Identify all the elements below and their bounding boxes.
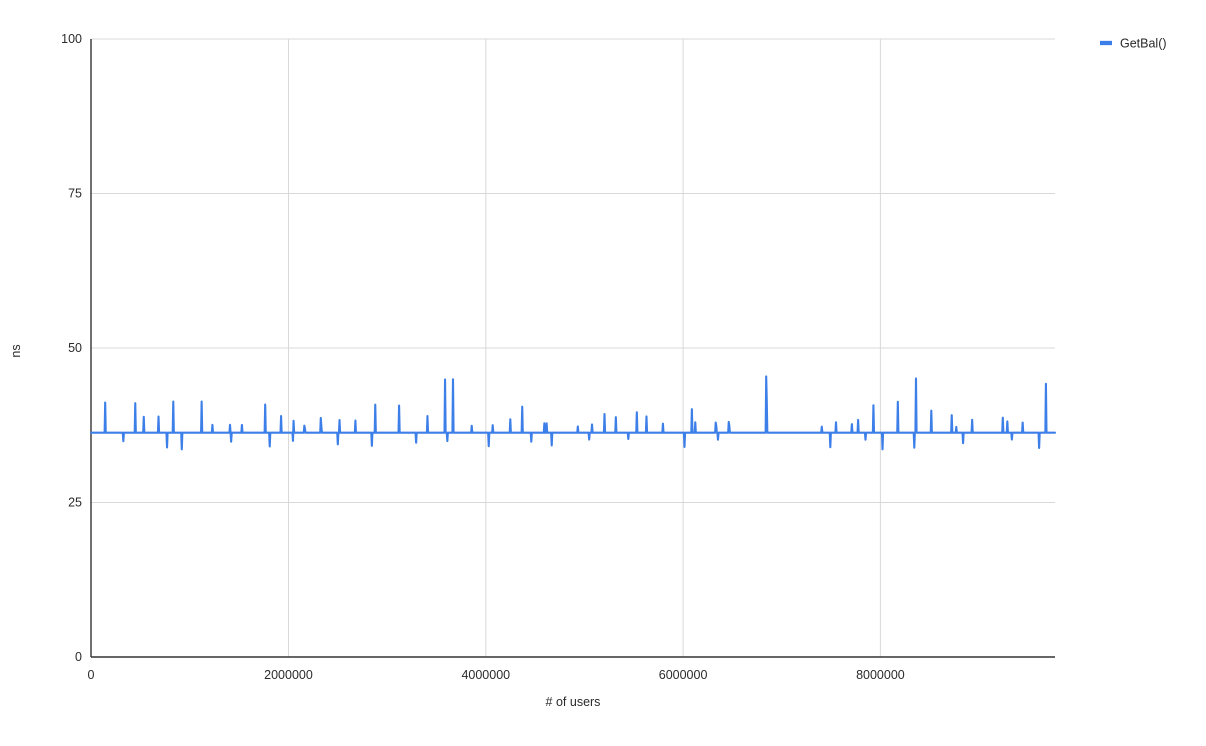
svg-text:ns: ns xyxy=(9,344,23,357)
svg-text:25: 25 xyxy=(68,496,82,510)
svg-text:# of users: # of users xyxy=(546,695,601,709)
svg-text:4000000: 4000000 xyxy=(461,668,510,682)
svg-text:100: 100 xyxy=(61,32,82,46)
svg-text:0: 0 xyxy=(75,650,82,664)
svg-text:50: 50 xyxy=(68,341,82,355)
svg-text:8000000: 8000000 xyxy=(856,668,905,682)
svg-text:0: 0 xyxy=(88,668,95,682)
svg-text:GetBal(): GetBal() xyxy=(1120,37,1167,51)
svg-text:6000000: 6000000 xyxy=(659,668,708,682)
svg-text:75: 75 xyxy=(68,187,82,201)
svg-text:2000000: 2000000 xyxy=(264,668,313,682)
